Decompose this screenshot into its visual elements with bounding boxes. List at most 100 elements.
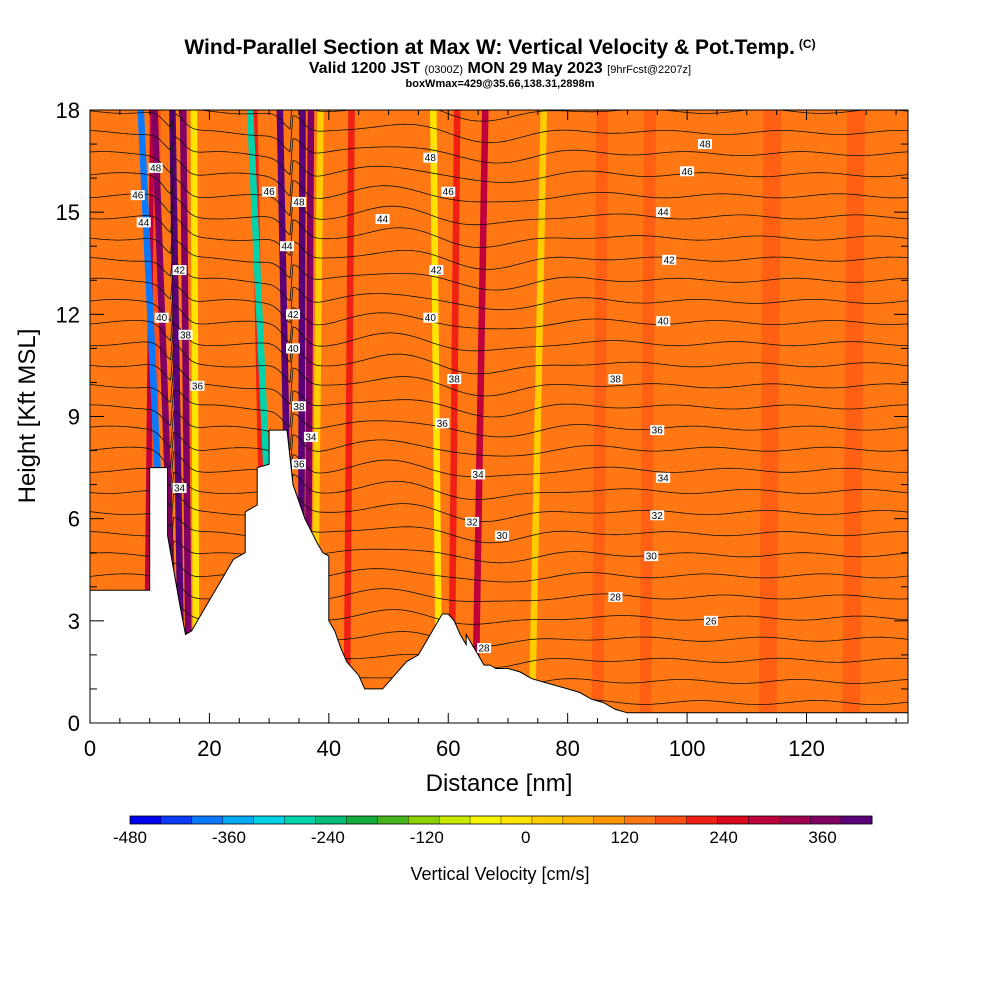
svg-text:38: 38 <box>610 375 622 386</box>
colorbar-tick-label: 0 <box>521 828 530 847</box>
svg-text:36: 36 <box>293 460 305 471</box>
svg-text:40: 40 <box>425 313 437 324</box>
colorbar-swatch <box>686 816 718 824</box>
contour-label: 38 <box>447 374 462 386</box>
theta-contour-line <box>90 284 908 324</box>
valid-time-label: Valid 1200 JST <box>308 60 421 77</box>
svg-text:32: 32 <box>467 518 479 529</box>
theta-contour-line <box>90 136 908 176</box>
colorbar-swatch <box>315 816 347 824</box>
contour-label: 42 <box>286 309 301 321</box>
velocity-band <box>471 110 489 723</box>
svg-text:36: 36 <box>192 381 204 392</box>
contour-label: 30 <box>644 551 659 563</box>
svg-text:34: 34 <box>305 432 317 443</box>
contour-label: 48 <box>697 139 712 151</box>
weak-updraft-band <box>758 110 782 723</box>
weak-updraft-band <box>842 110 866 723</box>
contour-label: 36 <box>190 380 205 392</box>
svg-text:40: 40 <box>156 313 168 324</box>
svg-text:46: 46 <box>443 187 455 198</box>
theta-contour-line <box>90 323 908 364</box>
svg-text:38: 38 <box>449 375 461 386</box>
svg-text:42: 42 <box>174 266 186 277</box>
colorbar-swatch <box>779 816 811 824</box>
theta-contour-line <box>90 431 908 472</box>
valid-date-label: MON 29 May 2023 <box>467 60 603 77</box>
colorbar-swatch <box>531 816 564 824</box>
svg-text:44: 44 <box>658 208 670 219</box>
contour-label: 36 <box>435 418 450 430</box>
svg-text:48: 48 <box>699 140 711 151</box>
colorbar-swatch <box>593 816 626 824</box>
colorbar-swatch <box>160 816 193 824</box>
colorbar-label: Vertical Velocity [cm/s] <box>410 864 589 884</box>
theta-contour-line <box>90 540 908 574</box>
colorbar-swatch <box>222 816 255 824</box>
theta-contour-line <box>90 411 908 451</box>
x-tick-label: 20 <box>197 736 221 761</box>
weak-updraft-band <box>639 110 657 723</box>
colorbar-tick-label: 120 <box>610 828 638 847</box>
contour-label: 48 <box>423 152 438 164</box>
contour-label: 40 <box>423 312 438 324</box>
theta-contour-line <box>90 493 908 530</box>
theta-contour-line <box>90 365 908 405</box>
svg-text:46: 46 <box>682 167 694 178</box>
svg-text:36: 36 <box>437 419 449 430</box>
colorbar-swatch <box>841 816 873 824</box>
svg-text:34: 34 <box>658 473 670 484</box>
svg-text:42: 42 <box>287 310 299 321</box>
velocity-band <box>190 110 200 723</box>
theta-contour-line <box>90 343 908 384</box>
x-tick-label: 100 <box>669 736 706 761</box>
colorbar-tick-label: -480 <box>113 828 147 847</box>
svg-text:26: 26 <box>705 616 717 627</box>
velocity-band <box>179 110 193 723</box>
velocity-band <box>528 110 548 723</box>
y-tick-label: 0 <box>68 711 80 736</box>
contour-label: 38 <box>291 401 306 413</box>
box-max-info: boxWmax=429@35.66,138.31,2898m <box>405 78 595 90</box>
theta-contour-line <box>90 110 908 130</box>
colorbar-swatch <box>253 816 286 824</box>
contour-label: 44 <box>375 213 390 225</box>
colorbar-swatch <box>408 816 440 824</box>
svg-text:38: 38 <box>180 330 192 341</box>
svg-text:34: 34 <box>174 484 186 495</box>
theta-contour-line <box>90 177 908 217</box>
colorbar-swatch <box>130 816 162 824</box>
colorbar-swatch <box>346 816 378 824</box>
contour-label: 32 <box>650 510 665 522</box>
terrain-mask <box>89 429 909 724</box>
theta-contour-line <box>90 388 908 428</box>
y-tick-label: 18 <box>56 98 80 123</box>
colorbar-swatch <box>624 816 657 824</box>
weak-updraft-band <box>591 110 609 723</box>
contour-label: 40 <box>154 312 169 324</box>
colorbar-swatch <box>717 816 749 824</box>
svg-text:48: 48 <box>293 197 305 208</box>
contour-label: 40 <box>286 343 301 355</box>
contour-label: 42 <box>172 265 187 277</box>
colorbar-tick-label: 240 <box>709 828 737 847</box>
colorbar-swatch <box>562 816 595 824</box>
contour-label: 48 <box>148 162 163 174</box>
contour-labels: 48 46 44 42 40 38 36 34 46 48 44 42 40 38 34 36 48 46 44 42… <box>130 139 718 655</box>
x-axis-label: Distance [nm] <box>426 770 573 797</box>
forecast-label: [9hrFcst@2207z] <box>607 64 692 76</box>
theta-contour-line <box>90 471 908 509</box>
colorbar-swatch <box>748 816 780 824</box>
colorbar-tick-label: -240 <box>311 828 345 847</box>
velocity-band <box>169 110 186 723</box>
contour-label: 42 <box>662 254 677 266</box>
theta-contour-line <box>90 517 908 552</box>
valid-utc-label: (0300Z) <box>424 64 464 76</box>
contour-label: 44 <box>136 217 151 229</box>
x-tick-label: 0 <box>84 736 96 761</box>
svg-text:28: 28 <box>479 644 491 655</box>
contour-label: 26 <box>703 615 718 627</box>
colorbar-swatch <box>191 816 224 824</box>
